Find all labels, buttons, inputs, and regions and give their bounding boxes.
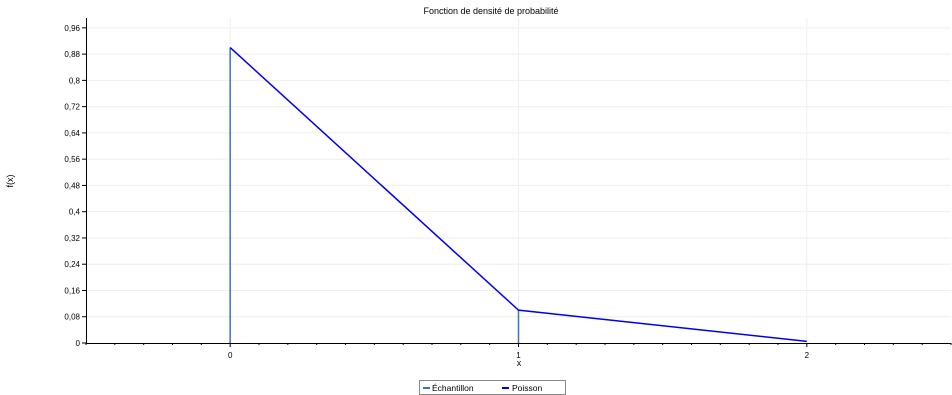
grid	[86, 18, 951, 343]
y-tick-label: 0,48	[64, 181, 80, 190]
x-tick-label: 0	[228, 351, 233, 360]
y-tick-label: 0,16	[64, 286, 80, 295]
y-tick-label: 0,32	[64, 234, 80, 243]
series-line	[229, 46, 807, 343]
legend-label: Poisson	[512, 383, 543, 393]
x-tick-label: 1	[516, 351, 521, 360]
chart-title: Fonction de densité de probabilité	[423, 6, 558, 16]
y-tick-label: 0,08	[64, 313, 80, 322]
y-tick-label: 0,96	[64, 24, 80, 33]
y-tick-label: 0,88	[64, 50, 80, 59]
x-tick-label: 2	[805, 351, 810, 360]
axes: 0 0,08 0,16 0,24 0,32 0,4 0,48 0,56 0,64 0,72 0,8 0…	[64, 18, 952, 360]
y-tick-label: 0,24	[64, 260, 80, 269]
y-tick-label: 0	[76, 339, 81, 348]
legend: Échantillon Poisson	[419, 380, 566, 395]
y-tick-label: 0,8	[69, 76, 81, 85]
y-tick-label: 0,64	[64, 129, 80, 138]
x-axis-label: x	[517, 358, 522, 368]
y-axis-label: f(x)	[5, 175, 15, 188]
series-layer	[229, 46, 807, 343]
legend-label: Échantillon	[432, 383, 474, 393]
y-tick-label: 0,72	[64, 103, 80, 112]
y-tick-label: 0,56	[64, 155, 80, 164]
y-tick-label: 0,4	[69, 208, 81, 217]
